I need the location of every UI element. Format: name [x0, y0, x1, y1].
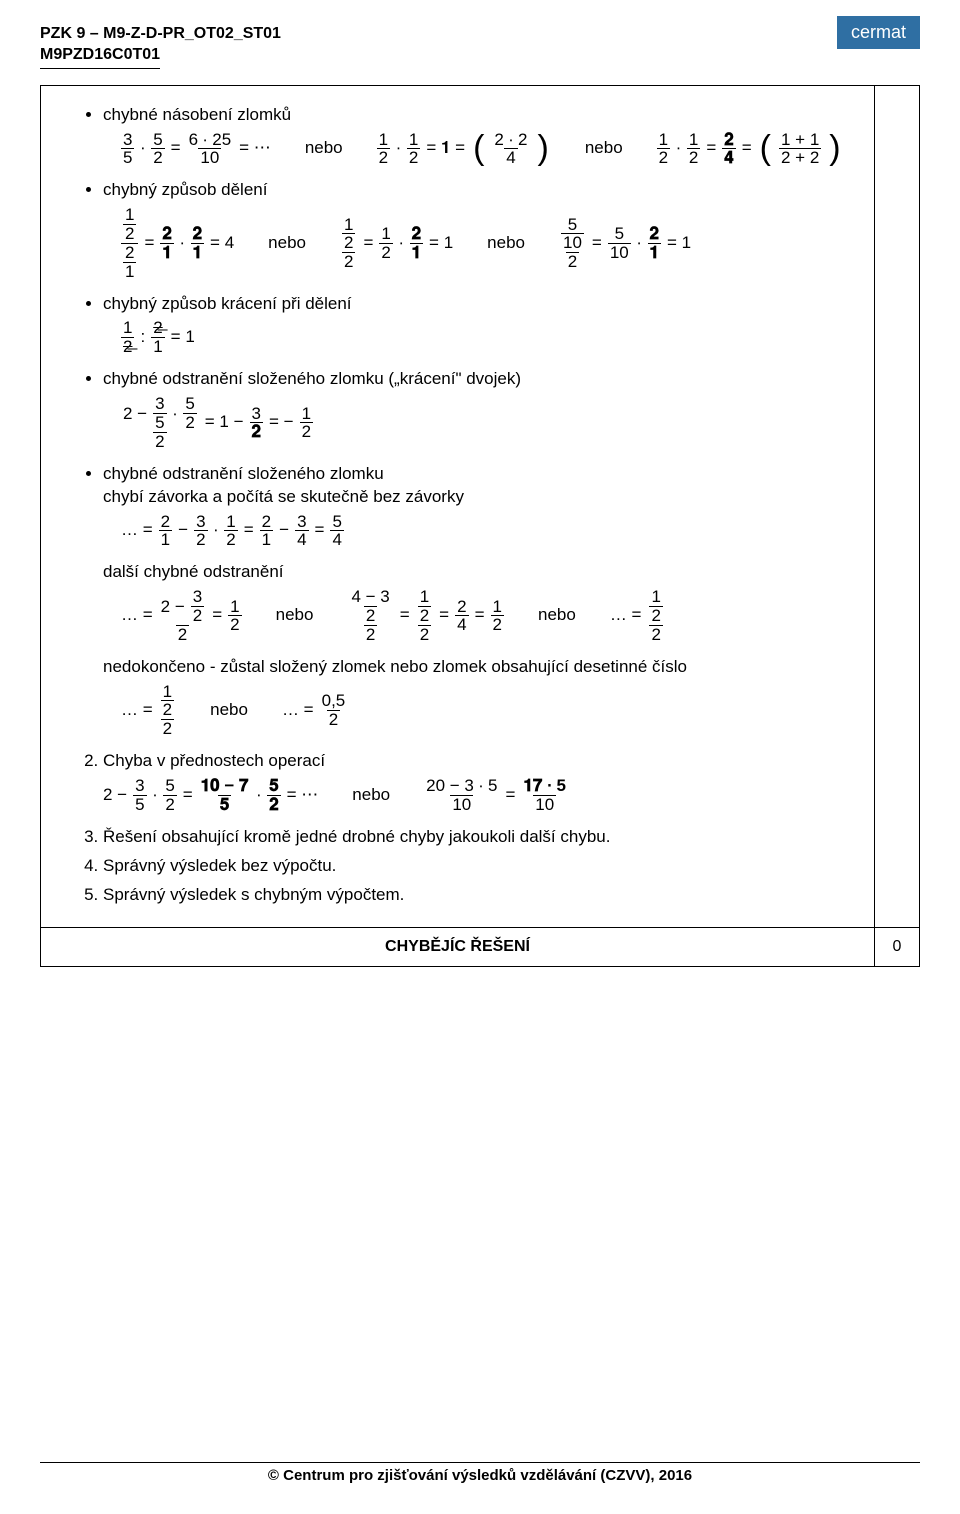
bullet-wrong-multiplication: chybné násobení zlomků 35 ∙ 52 = 6 ∙ 251… [103, 104, 854, 168]
subhead-unfinished: nedokončeno - zůstal složený zlomek nebo… [103, 656, 854, 679]
item-3: Řešení obsahující kromě jedné drobné chy… [103, 826, 854, 849]
numbered-list: Chyba v přednostech operací 2 − 35 ∙ 52 … [81, 750, 854, 906]
eq-r3: 12̶ : 2̶1 = 1 [121, 319, 195, 356]
item-5: Správný výsledek s chybným výpočtem. [103, 884, 854, 907]
eq-r8b: 20 − 3 ∙ 510 = 𝟏𝟕 ∙ 510 [424, 777, 568, 814]
missing-solution-label: CHYBĚJÍC ŘEŠENÍ [41, 927, 875, 966]
footer-copyright: © Centrum pro zjišťování výsledků vzdělá… [40, 1462, 920, 1484]
eq-r7a: … = 12 2 [121, 683, 176, 739]
subhead-other-wrong-removal: další chybné odstranění [103, 561, 854, 584]
eq-r5: … = 21 − 32 ∙ 12 = 21 − 34 = [121, 513, 344, 550]
eq-r6b: 4 − 32 2 = 12 2 = 24 = [347, 588, 504, 644]
eq-r1b: 12 ∙ 12 = 𝟏 = ( 2 ∙ 24 ) [377, 131, 551, 168]
score-cell-main [875, 85, 920, 927]
bullet-missing-paren: chybné odstranění složeného zlomku chybí… [103, 463, 854, 739]
eq-r2a: 12 21 = 𝟐𝟏 ∙ 𝟐𝟏 = 4 [121, 206, 234, 280]
eq-r8a: 2 − 35 ∙ 52 = 𝟏𝟎 − 𝟕𝟓 ∙ 𝟓𝟐 = ⋯ [103, 777, 318, 814]
bullet-wrong-division: chybný způsob dělení 12 21 = 𝟐𝟏 ∙ 𝟐 [103, 179, 854, 280]
eq-r1a: 35 ∙ 52 = 6 ∙ 2510 = ⋯ [121, 131, 271, 168]
item-4: Správný výsledek bez výpočtu. [103, 855, 854, 878]
logo-badge: cermat [837, 16, 920, 49]
eq-r6a: … = 2 −32 2 = 12 [121, 588, 242, 644]
header-line-1: PZK 9 – M9-Z-D-PR_OT02_ST01 [40, 24, 920, 45]
header-line-2: M9PZD16C0T01 [40, 45, 160, 69]
main-table: chybné násobení zlomků 35 ∙ 52 = 6 ∙ 251… [40, 85, 920, 967]
eq-r1c: 12 ∙ 12 = 𝟐𝟒 = ( 1 + 12 + 2 ) [657, 131, 843, 168]
eq-r2b: 12 2 = 12 ∙ 𝟐𝟏 = 1 [340, 216, 453, 272]
missing-solution-score: 0 [875, 927, 920, 966]
eq-r7b: … = 0,52 [282, 692, 347, 729]
eq-r4: 2 − 35 ∙ 52 2 = 1 − 3𝟐 [121, 395, 313, 451]
bullet-wrong-cancel-division: chybný způsob krácení při dělení 12̶ : 2… [103, 293, 854, 357]
content-cell: chybné násobení zlomků 35 ∙ 52 = 6 ∙ 251… [41, 85, 875, 927]
eq-r2c: 510 2 = 510 ∙ 𝟐𝟏 = 1 [559, 216, 691, 272]
page-header: PZK 9 – M9-Z-D-PR_OT02_ST01 M9PZD16C0T01 [40, 24, 920, 69]
item-2-precedence-error: Chyba v přednostech operací 2 − 35 ∙ 52 … [103, 750, 854, 814]
eq-r6c: … = 12 2 [610, 588, 665, 644]
bullet-wrong-compound-remove: chybné odstranění složeného zlomku („krá… [103, 368, 854, 450]
